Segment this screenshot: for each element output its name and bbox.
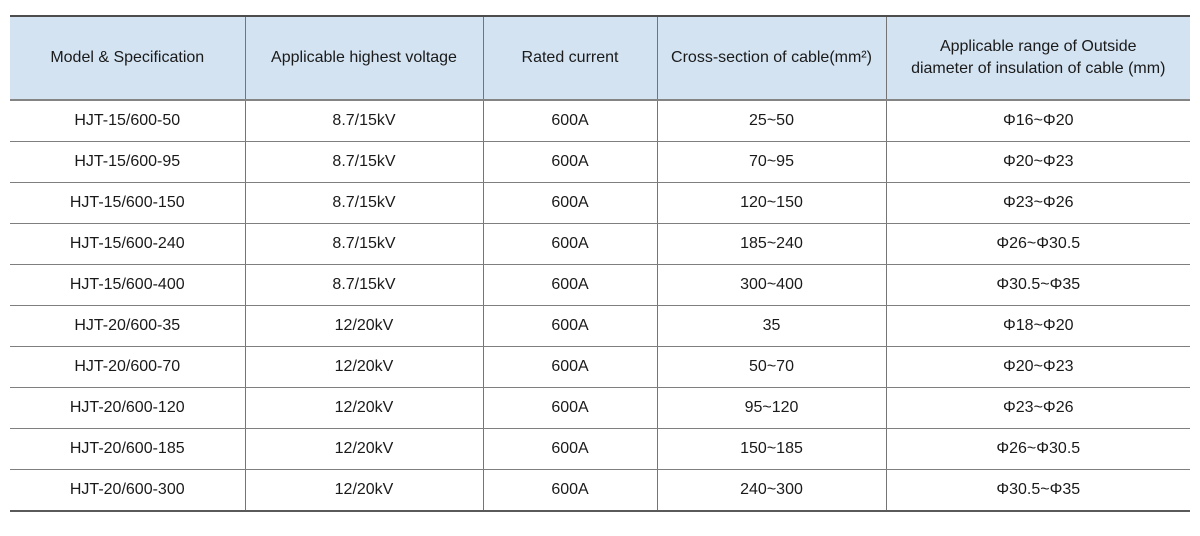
cell-current: 600A <box>482 182 657 224</box>
table-row: HJT-15/600-150 8.7/15kV 600A 120~150 Φ23… <box>10 182 1190 224</box>
column-header-model: Model & Specification <box>10 16 245 101</box>
cell-diameter-range: Φ26~Φ30.5 <box>885 223 1190 265</box>
column-header-diameter-range: Applicable range of Outside diameter of … <box>885 16 1190 101</box>
cell-current: 600A <box>482 141 657 183</box>
cell-model: HJT-15/600-150 <box>10 182 245 224</box>
cable-joint-spec-table: Model & Specification Applicable highest… <box>10 15 1190 512</box>
column-header-cross-section: Cross-section of cable(mm²) <box>656 16 886 101</box>
cell-cross-section: 185~240 <box>656 223 886 265</box>
table-row: HJT-15/600-50 8.7/15kV 600A 25~50 Φ16~Φ2… <box>10 100 1190 142</box>
cell-model: HJT-15/600-400 <box>10 264 245 306</box>
cell-voltage: 12/20kV <box>244 346 483 388</box>
cell-cross-section: 150~185 <box>656 428 886 470</box>
cell-model: HJT-15/600-95 <box>10 141 245 183</box>
table-row: HJT-20/600-120 12/20kV 600A 95~120 Φ23~Φ… <box>10 387 1190 429</box>
cell-diameter-range: Φ30.5~Φ35 <box>885 469 1190 511</box>
cell-diameter-range: Φ20~Φ23 <box>885 141 1190 183</box>
cell-model: HJT-20/600-185 <box>10 428 245 470</box>
table-row: HJT-20/600-300 12/20kV 600A 240~300 Φ30.… <box>10 469 1190 511</box>
cell-voltage: 12/20kV <box>244 305 483 347</box>
cell-cross-section: 95~120 <box>656 387 886 429</box>
cell-current: 600A <box>482 428 657 470</box>
cell-voltage: 8.7/15kV <box>244 264 483 306</box>
cell-cross-section: 240~300 <box>656 469 886 511</box>
table-row: HJT-20/600-185 12/20kV 600A 150~185 Φ26~… <box>10 428 1190 470</box>
cell-diameter-range: Φ23~Φ26 <box>885 182 1190 224</box>
cell-model: HJT-20/600-70 <box>10 346 245 388</box>
cell-current: 600A <box>482 264 657 306</box>
cell-model: HJT-15/600-240 <box>10 223 245 265</box>
table-body: HJT-15/600-50 8.7/15kV 600A 25~50 Φ16~Φ2… <box>10 100 1190 511</box>
cell-cross-section: 35 <box>656 305 886 347</box>
cell-current: 600A <box>482 223 657 265</box>
cell-model: HJT-15/600-50 <box>10 100 245 142</box>
cell-model: HJT-20/600-35 <box>10 305 245 347</box>
cell-current: 600A <box>482 346 657 388</box>
cell-diameter-range: Φ18~Φ20 <box>885 305 1190 347</box>
column-header-current: Rated current <box>482 16 657 101</box>
cell-model: HJT-20/600-120 <box>10 387 245 429</box>
header-row: Model & Specification Applicable highest… <box>10 16 1190 101</box>
cell-cross-section: 25~50 <box>656 100 886 142</box>
table-header: Model & Specification Applicable highest… <box>10 16 1190 101</box>
cell-diameter-range: Φ16~Φ20 <box>885 100 1190 142</box>
cell-cross-section: 120~150 <box>656 182 886 224</box>
spec-table-container: Model & Specification Applicable highest… <box>10 15 1190 512</box>
cell-voltage: 8.7/15kV <box>244 100 483 142</box>
cell-model: HJT-20/600-300 <box>10 469 245 511</box>
table-row: HJT-20/600-35 12/20kV 600A 35 Φ18~Φ20 <box>10 305 1190 347</box>
cell-current: 600A <box>482 305 657 347</box>
cell-cross-section: 300~400 <box>656 264 886 306</box>
cell-current: 600A <box>482 469 657 511</box>
cell-voltage: 12/20kV <box>244 387 483 429</box>
table-row: HJT-20/600-70 12/20kV 600A 50~70 Φ20~Φ23 <box>10 346 1190 388</box>
cell-diameter-range: Φ23~Φ26 <box>885 387 1190 429</box>
cell-diameter-range: Φ30.5~Φ35 <box>885 264 1190 306</box>
cell-voltage: 8.7/15kV <box>244 141 483 183</box>
cell-voltage: 8.7/15kV <box>244 182 483 224</box>
cell-diameter-range: Φ26~Φ30.5 <box>885 428 1190 470</box>
table-row: HJT-15/600-95 8.7/15kV 600A 70~95 Φ20~Φ2… <box>10 141 1190 183</box>
cell-diameter-range: Φ20~Φ23 <box>885 346 1190 388</box>
cell-voltage: 12/20kV <box>244 428 483 470</box>
cell-voltage: 8.7/15kV <box>244 223 483 265</box>
cell-cross-section: 50~70 <box>656 346 886 388</box>
cell-current: 600A <box>482 100 657 142</box>
table-row: HJT-15/600-240 8.7/15kV 600A 185~240 Φ26… <box>10 223 1190 265</box>
table-row: HJT-15/600-400 8.7/15kV 600A 300~400 Φ30… <box>10 264 1190 306</box>
column-header-voltage: Applicable highest voltage <box>244 16 483 101</box>
cell-voltage: 12/20kV <box>244 469 483 511</box>
cell-cross-section: 70~95 <box>656 141 886 183</box>
cell-current: 600A <box>482 387 657 429</box>
